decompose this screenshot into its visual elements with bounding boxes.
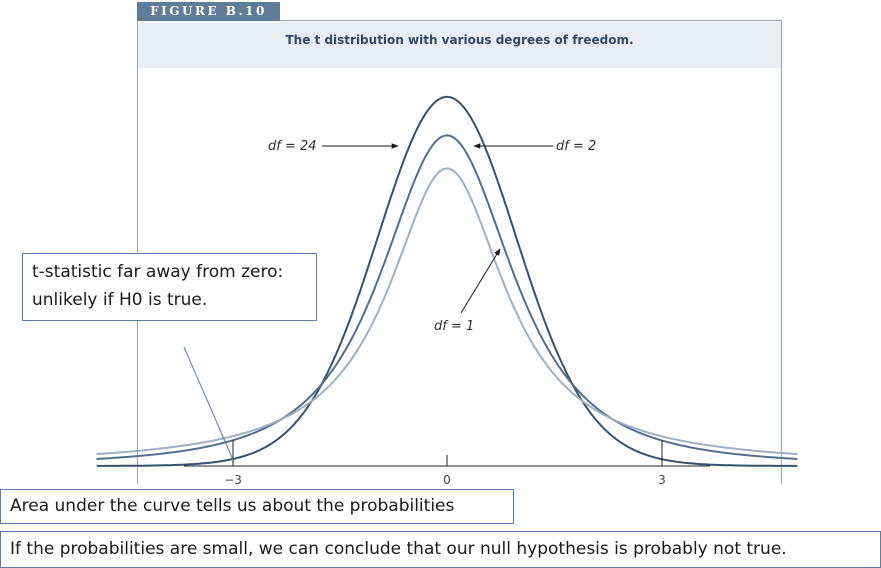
xtick-label-3: 3 (658, 473, 666, 487)
curve-df2 (96, 134, 798, 460)
curves-group (96, 95, 798, 467)
callout-tstatistic-line1: t-statistic far away from zero: (32, 262, 284, 282)
label-df24: df = 24 (268, 139, 317, 154)
label-df1: df = 1 (434, 319, 474, 334)
callout-conclusion: If the probabilities are small, we can c… (0, 531, 881, 568)
callout-tstatistic-line2: unlikely if H0 is true. (32, 290, 208, 310)
xtick-label-0: 0 (443, 473, 451, 487)
xtick-label-neg3: −3 (224, 473, 242, 487)
label-df2: df = 2 (556, 139, 596, 154)
callout-tstatistic: t-statistic far away from zero: unlikely… (22, 253, 317, 321)
curve-df24 (96, 95, 798, 467)
figure-label: FIGURE B.10 (137, 2, 280, 21)
callout-pointer (183, 346, 235, 463)
figure-caption: The t distribution with various degrees … (285, 33, 634, 47)
arrow-df1 (460, 248, 501, 314)
callout-area-probabilities: Area under the curve tells us about the … (0, 489, 514, 524)
figure-frame (137, 20, 782, 484)
curve-df1 (96, 167, 798, 456)
caption-band (138, 22, 781, 68)
